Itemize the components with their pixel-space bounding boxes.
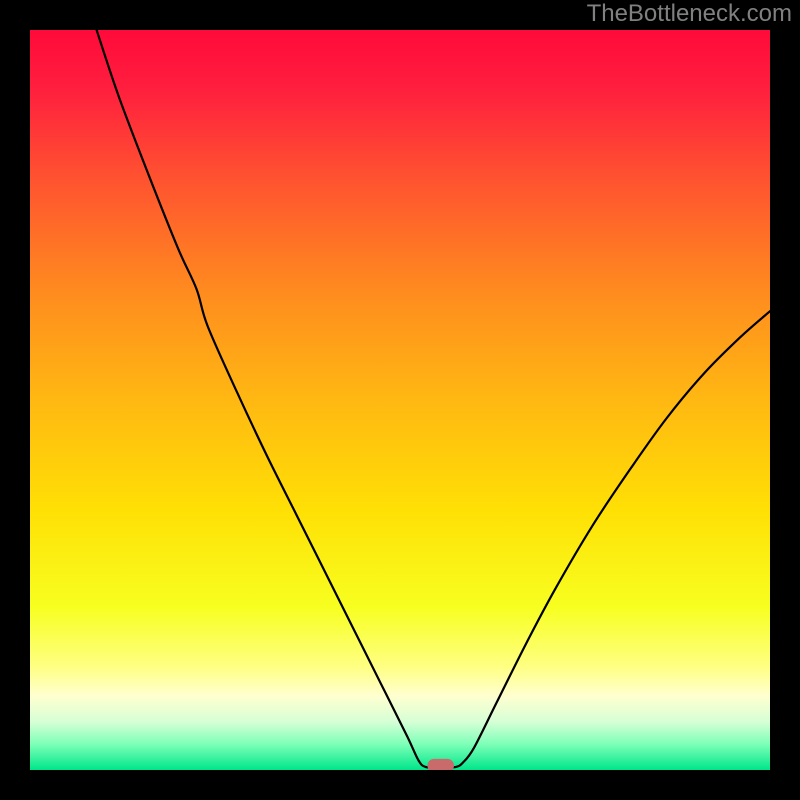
watermark-text: TheBottleneck.com <box>587 0 792 28</box>
plot-area <box>30 30 770 770</box>
gradient-background <box>30 30 770 770</box>
chart-svg <box>30 30 770 770</box>
optimal-marker <box>427 759 454 770</box>
